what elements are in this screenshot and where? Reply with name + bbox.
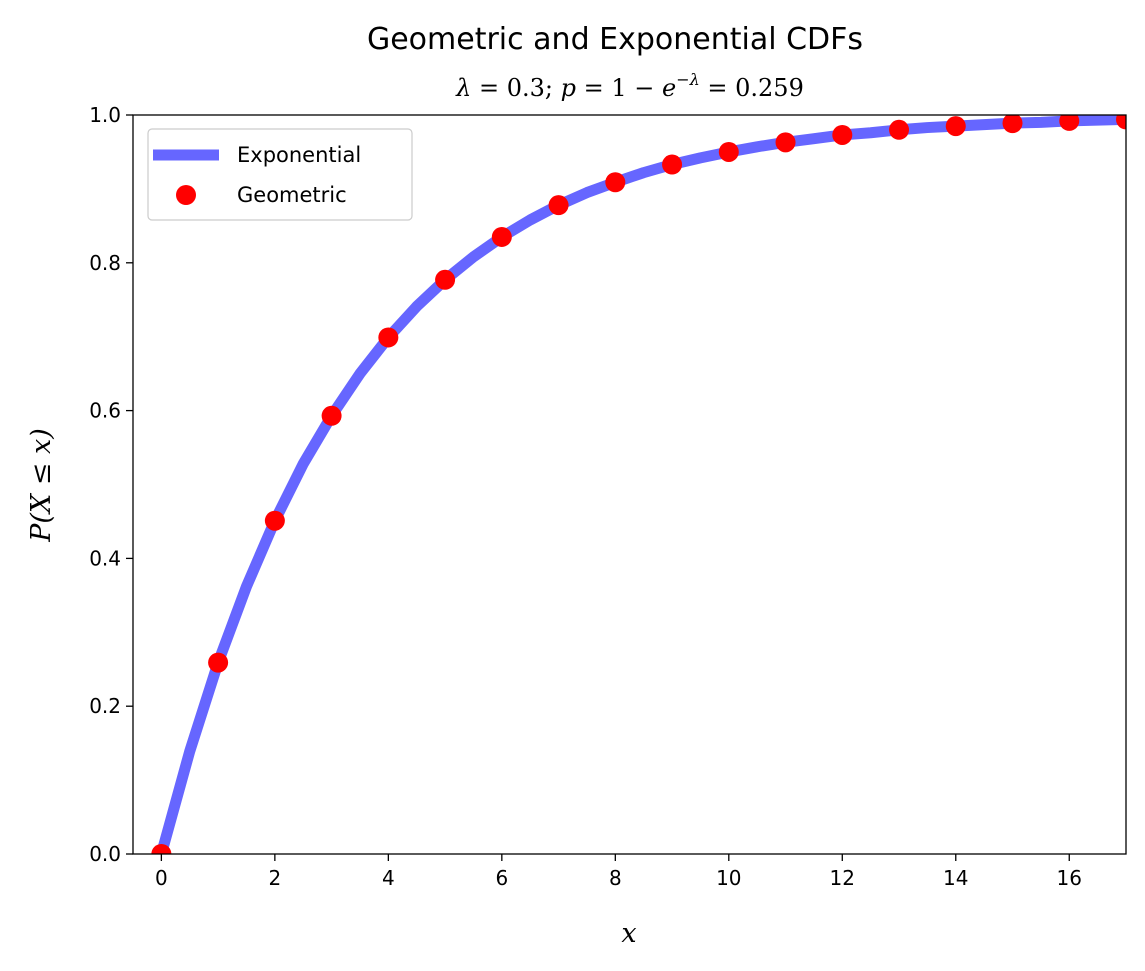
x-tick-label: 8 [609,866,622,890]
series-geometric-point [945,116,966,137]
y-axis: 0.0 0.2 0.4 0.6 0.8 1.0 [89,103,133,866]
y-axis-label: P(X ≤ x) [26,428,57,542]
x-tick-label: 10 [716,866,741,890]
y-tick-label: 0.8 [89,251,121,275]
plot-series [151,115,1126,854]
series-geometric-point [718,141,739,162]
series-geometric-point [378,327,399,348]
series-geometric-point [1002,115,1023,134]
y-tick-label: 0.0 [89,842,121,866]
series-geometric-point [435,269,456,290]
legend-geometric-swatch [176,185,196,205]
legend-geometric-label: Geometric [237,183,347,207]
series-geometric-point [264,510,285,531]
series-geometric-point [605,172,626,193]
series-exponential-line [156,115,1126,854]
series-geometric-point [775,132,796,153]
y-tick-label: 0.6 [89,399,121,423]
chart-title: Geometric and Exponential CDFs [367,22,863,57]
series-geometric-point [662,154,683,175]
x-axis: 0 2 4 6 8 10 12 14 16 [155,854,1082,890]
series-geometric-point [889,119,910,140]
legend-exponential-label: Exponential [237,143,361,167]
series-geometric-point [1116,115,1126,130]
x-tick-label: 12 [830,866,855,890]
series-geometric-point [208,652,229,673]
y-tick-label: 0.4 [89,546,121,570]
x-tick-label: 6 [495,866,508,890]
x-tick-label: 2 [268,866,281,890]
series-geometric-point [548,195,569,216]
x-tick-label: 14 [943,866,968,890]
x-tick-label: 4 [382,866,395,890]
x-axis-label: x [621,918,636,949]
chart-subtitle: λ = 0.3; p = 1 − e−λ = 0.259 [455,70,804,102]
y-tick-label: 1.0 [89,103,121,127]
series-geometric-point [491,226,512,247]
x-tick-label: 16 [1057,866,1082,890]
series-geometric-point [321,405,342,426]
x-tick-label: 0 [155,866,168,890]
y-tick-label: 0.2 [89,694,121,718]
plot-frame [132,114,1127,855]
series-geometric-point [832,124,853,145]
legend: Exponential Geometric [147,128,413,221]
series-geometric-point [1059,115,1080,131]
series-geometric-point [151,844,172,854]
